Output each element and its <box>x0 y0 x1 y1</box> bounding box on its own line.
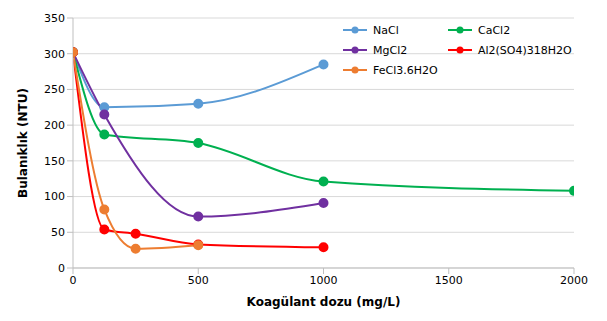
svg-text:500: 500 <box>188 274 209 287</box>
html-text:MgCl2: MgCl2 <box>373 43 408 57</box>
html-text:Al2(SO4)318H2O: Al2(SO4)318H2O <box>478 43 572 57</box>
svg-text:Koagülant dozu (mg/L): Koagülant dozu (mg/L) <box>247 295 401 309</box>
svg-text:250: 250 <box>44 83 65 96</box>
html-text:NaCl: NaCl <box>373 23 399 37</box>
html-text:FeCl3.6H2O: FeCl3.6H2O <box>373 63 438 77</box>
svg-text:150: 150 <box>44 155 65 168</box>
svg-text:0: 0 <box>70 274 77 287</box>
svg-text:300: 300 <box>44 48 65 61</box>
svg-text:100: 100 <box>44 190 65 203</box>
svg-text:1000: 1000 <box>310 274 338 287</box>
svg-text:200: 200 <box>44 119 65 132</box>
svg-text:2000: 2000 <box>560 274 588 287</box>
html-text:CaCl2: CaCl2 <box>478 23 511 37</box>
svg-text:350: 350 <box>44 12 65 25</box>
svg-text:0: 0 <box>58 262 65 275</box>
svg-text:1500: 1500 <box>435 274 463 287</box>
svg-text:Bulanıklık (NTU): Bulanıklık (NTU) <box>16 88 30 198</box>
svg-text:50: 50 <box>51 226 65 239</box>
